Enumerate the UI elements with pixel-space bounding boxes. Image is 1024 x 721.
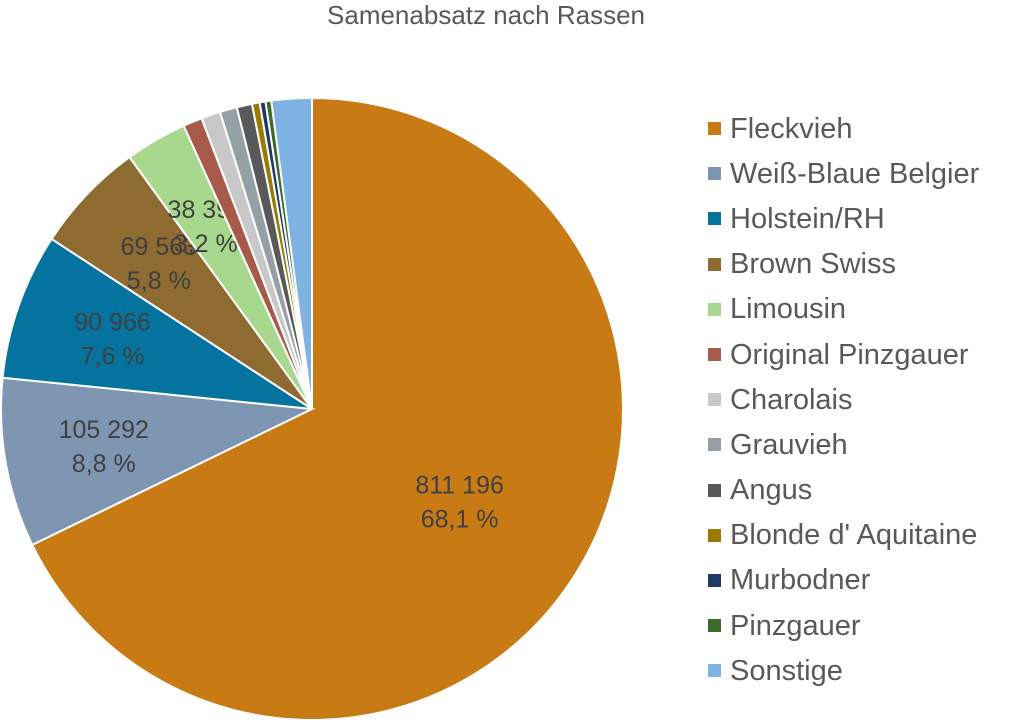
legend-label: Holstein/RH (730, 202, 885, 235)
legend-label: Original Pinzgauer (730, 338, 969, 371)
legend-swatch (708, 664, 721, 678)
legend-label: Pinzgauer (730, 609, 861, 642)
legend-label: Limousin (730, 293, 847, 326)
legend-swatch (708, 212, 721, 226)
pie-slice-wei-blaue-belgier (0, 376, 316, 547)
legend-item-limousin: Limousin (708, 287, 979, 332)
data-label-percent-limousin: 3,2 % (174, 230, 238, 258)
legend-swatch (708, 257, 721, 271)
legend-label: Charolais (730, 383, 853, 416)
legend-item-grauvieh: Grauvieh (708, 422, 979, 467)
legend-swatch (708, 348, 721, 362)
legend-label: Murbodner (730, 564, 871, 597)
legend-swatch (708, 528, 721, 542)
legend-item-wei-blaue-belgier: Weiß-Blaue Belgier (708, 151, 979, 196)
legend-label: Angus (730, 474, 813, 507)
legend-swatch (708, 302, 721, 316)
legend-item-charolais: Charolais (708, 377, 979, 422)
chart-title: Samenabsatz nach Rassen (327, 0, 645, 30)
data-label-percent-brown-swiss: 5,8 % (127, 267, 191, 295)
data-label-value-brown-swiss: 69 563 (121, 233, 197, 261)
legend-swatch (708, 573, 721, 587)
chart-legend: Fleckvieh Weiß-Blaue Belgier Holstein/RH Br… (708, 106, 979, 693)
legend-label: Grauvieh (730, 428, 848, 461)
data-label-percent-wei-blaue-belgier: 8,8 % (72, 450, 136, 478)
legend-item-fleckvieh: Fleckvieh (708, 106, 979, 151)
data-label-percent-fleckvieh: 68,1 % (421, 505, 499, 533)
legend-item-angus: Angus (708, 468, 979, 513)
legend-item-brown-swiss: Brown Swiss (708, 242, 979, 287)
legend-label: Sonstige (730, 654, 843, 687)
pie-slice-sonstige (270, 96, 313, 410)
legend-swatch (708, 483, 721, 497)
data-label-percent-holstein-rh: 7,6 % (81, 343, 145, 371)
legend-item-holstein-rh: Holstein/RH (708, 196, 979, 241)
data-label-value-holstein-rh: 90 966 (74, 309, 150, 337)
legend-item-murbodner: Murbodner (708, 558, 979, 603)
legend-item-pinzgauer: Pinzgauer (708, 603, 979, 648)
legend-swatch (708, 393, 721, 407)
legend-swatch (708, 167, 721, 181)
legend-swatch (708, 438, 721, 452)
pie-slice-holstein-rh (1, 237, 313, 410)
legend-label: Blonde d' Aquitaine (730, 519, 978, 552)
legend-swatch (708, 122, 721, 136)
legend-label: Weiß-Blaue Belgier (730, 157, 980, 190)
data-label-value-wei-blaue-belgier: 105 292 (59, 416, 149, 444)
pie-slice-fleckvieh (30, 96, 624, 721)
legend-item-sonstige: Sonstige (708, 648, 979, 693)
legend-item-blonde-d-aquitaine: Blonde d' Aquitaine (708, 513, 979, 558)
legend-item-original-pinzgauer: Original Pinzgauer (708, 332, 979, 377)
legend-label: Fleckvieh (730, 112, 853, 145)
legend-swatch (708, 619, 721, 633)
legend-label: Brown Swiss (730, 248, 896, 281)
data-label-value-fleckvieh: 811 196 (415, 471, 504, 499)
